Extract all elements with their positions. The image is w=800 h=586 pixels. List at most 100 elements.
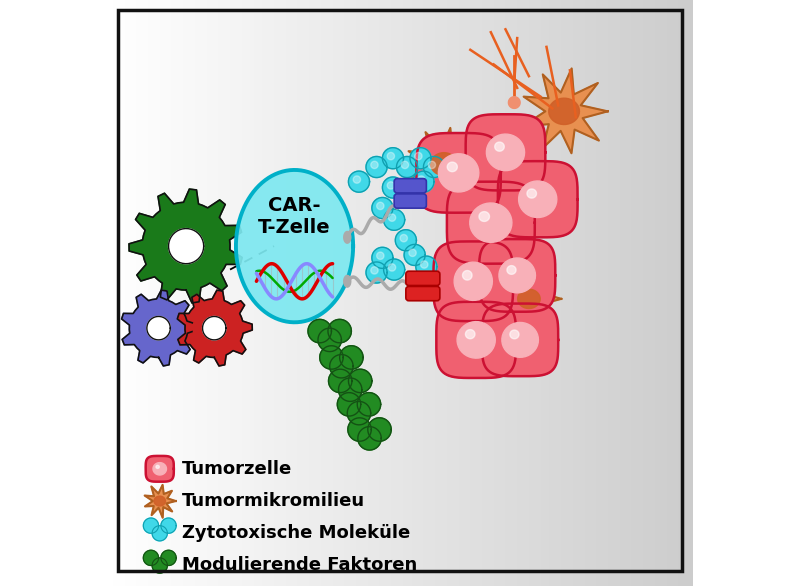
Bar	[576, 0, 579, 586]
Bar	[670, 0, 673, 586]
Bar	[365, 0, 368, 586]
Bar	[215, 0, 219, 586]
Bar	[690, 0, 694, 586]
Polygon shape	[421, 261, 428, 268]
Bar	[421, 0, 424, 586]
Bar	[655, 0, 658, 586]
Bar	[145, 0, 149, 586]
Bar	[550, 0, 553, 586]
Polygon shape	[507, 265, 516, 274]
Bar	[555, 0, 559, 586]
Polygon shape	[338, 378, 362, 401]
Polygon shape	[138, 307, 180, 349]
Bar	[201, 0, 204, 586]
Bar	[476, 0, 480, 586]
Polygon shape	[518, 289, 540, 308]
Bar	[614, 0, 618, 586]
Bar	[324, 0, 327, 586]
Polygon shape	[143, 518, 158, 533]
Bar	[543, 0, 547, 586]
Polygon shape	[320, 346, 343, 369]
Bar	[599, 0, 602, 586]
Bar	[309, 0, 313, 586]
Bar	[245, 0, 248, 586]
Bar	[444, 0, 447, 586]
Bar	[585, 0, 588, 586]
Bar	[474, 0, 477, 586]
Bar	[661, 0, 664, 586]
Bar	[353, 0, 357, 586]
Bar	[227, 0, 230, 586]
Bar	[458, 0, 462, 586]
Bar	[113, 0, 116, 586]
Bar	[414, 0, 418, 586]
Bar	[646, 0, 650, 586]
Bar	[634, 0, 638, 586]
FancyBboxPatch shape	[406, 271, 440, 285]
Bar	[379, 0, 383, 586]
Bar	[391, 0, 394, 586]
Polygon shape	[202, 316, 226, 340]
Bar	[347, 0, 350, 586]
Bar	[289, 0, 292, 586]
Bar	[673, 0, 676, 586]
Bar	[652, 0, 655, 586]
Polygon shape	[366, 156, 387, 178]
Bar	[435, 0, 438, 586]
Polygon shape	[417, 133, 501, 213]
Bar	[626, 0, 629, 586]
Bar	[174, 0, 178, 586]
Polygon shape	[549, 98, 579, 124]
Bar	[122, 0, 125, 586]
Polygon shape	[143, 550, 158, 565]
Polygon shape	[338, 393, 361, 416]
Bar	[400, 0, 403, 586]
Bar	[189, 0, 193, 586]
Bar	[479, 0, 482, 586]
Bar	[546, 0, 550, 586]
Bar	[682, 0, 685, 586]
Polygon shape	[387, 182, 394, 189]
Polygon shape	[353, 176, 361, 183]
Bar	[514, 0, 518, 586]
Bar	[262, 0, 266, 586]
Bar	[356, 0, 359, 586]
Polygon shape	[527, 189, 537, 198]
Polygon shape	[122, 290, 197, 366]
Bar	[488, 0, 491, 586]
Bar	[564, 0, 567, 586]
Bar	[470, 0, 474, 586]
Bar	[321, 0, 325, 586]
Polygon shape	[377, 202, 384, 210]
Bar	[520, 0, 524, 586]
Polygon shape	[372, 197, 393, 219]
Bar	[453, 0, 456, 586]
Bar	[303, 0, 307, 586]
Polygon shape	[382, 177, 403, 198]
Polygon shape	[161, 518, 176, 533]
Bar	[107, 0, 110, 586]
Polygon shape	[438, 154, 479, 192]
Bar	[259, 0, 263, 586]
Bar	[362, 0, 366, 586]
Bar	[643, 0, 646, 586]
Bar	[368, 0, 371, 586]
Bar	[294, 0, 298, 586]
Polygon shape	[146, 456, 174, 482]
Polygon shape	[466, 329, 475, 339]
Bar	[286, 0, 290, 586]
Bar	[596, 0, 600, 586]
Polygon shape	[447, 182, 534, 264]
Bar	[561, 0, 565, 586]
Bar	[277, 0, 281, 586]
Bar	[582, 0, 585, 586]
Polygon shape	[428, 161, 435, 169]
Polygon shape	[414, 152, 422, 160]
Bar	[394, 0, 398, 586]
Bar	[386, 0, 389, 586]
Bar	[611, 0, 614, 586]
Bar	[183, 0, 186, 586]
Bar	[432, 0, 436, 586]
Bar	[403, 0, 406, 586]
Bar	[222, 0, 225, 586]
